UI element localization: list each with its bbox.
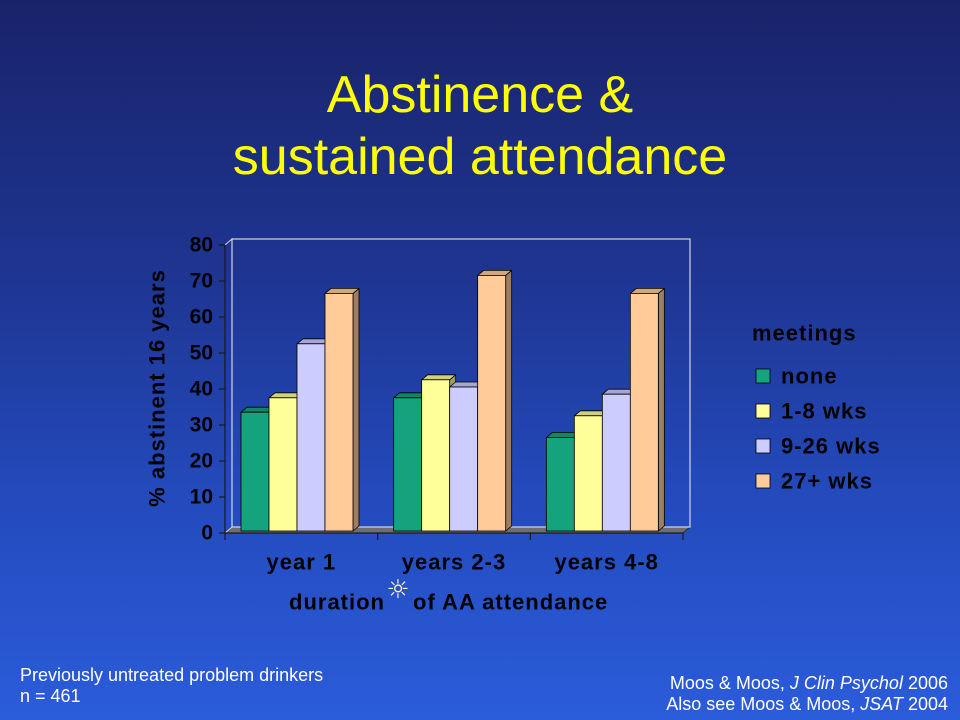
chart-side-wall xyxy=(224,237,233,535)
legend-label: 1-8 wks xyxy=(781,399,868,424)
x-axis-title-start: duration xyxy=(289,590,385,615)
bar-front-face xyxy=(449,386,479,532)
bar-side-face xyxy=(352,287,360,532)
bar-27-wks-years-4-8 xyxy=(629,287,665,532)
legend-label: 9-26 wks xyxy=(781,434,881,459)
y-tick-label: 10 xyxy=(190,486,213,509)
citation-journal: JSAT xyxy=(860,694,903,714)
citation-journal: J Clin Psychol xyxy=(789,673,903,693)
y-axis-title: % abstinent 16 years xyxy=(145,269,170,507)
title-line: Abstinence & xyxy=(326,66,634,124)
bar-front-face xyxy=(601,393,631,532)
bar-top-face xyxy=(421,374,457,381)
legend: meetings none 1-8 wks 9-26 wks 27+ wks xyxy=(752,321,881,494)
sample-description: Previously untreated problem drinkers xyxy=(20,665,324,685)
sun-icon: ☼ xyxy=(386,575,409,605)
x-category-label: year 1 xyxy=(267,550,337,575)
citation-authors: Moos & Moos, xyxy=(669,673,790,693)
bar-front-face xyxy=(545,436,575,532)
y-tick-label: 20 xyxy=(190,450,213,473)
y-tick-label: 80 xyxy=(190,234,213,257)
bar-front-face xyxy=(393,397,423,532)
legend-label: none xyxy=(781,364,838,389)
bar-front-face xyxy=(240,411,270,532)
bar-front-face xyxy=(421,379,451,532)
citations: Moos & Moos, J Clin Psychol 2006 Also se… xyxy=(666,673,948,715)
legend-label: 27+ wks xyxy=(781,469,873,494)
citation-year: 2006 xyxy=(902,673,948,693)
y-tick-label: 70 xyxy=(190,270,213,293)
bar-top-face xyxy=(324,287,360,294)
bar-front-face xyxy=(324,292,354,532)
bars xyxy=(240,269,665,532)
citation-line: Moos & Moos, J Clin Psychol 2006 xyxy=(666,673,948,694)
bar-27-wks-year-1 xyxy=(324,287,360,532)
legend-title: meetings xyxy=(752,321,857,346)
x-axis-title-end: of AA attendance xyxy=(413,590,608,615)
legend-swatch xyxy=(755,438,771,454)
y-axis: 0 10 20 30 40 50 60 70 80 xyxy=(190,234,226,545)
legend-swatch xyxy=(755,473,771,489)
bar-front-face xyxy=(573,415,603,532)
legend-item-none: none xyxy=(755,364,838,389)
legend-swatch xyxy=(755,403,771,419)
bar-front-face xyxy=(296,343,326,532)
citation-year: 2004 xyxy=(902,694,948,714)
legend-item-1-8-wks: 1-8 wks xyxy=(755,399,868,424)
y-tick-label: 0 xyxy=(201,522,213,545)
bar-front-face xyxy=(268,397,298,532)
x-axis: year 1 years 2-3 years 4-8 xyxy=(224,532,684,575)
bar-front-face xyxy=(477,274,507,532)
legend-item-27-wks: 27+ wks xyxy=(755,469,873,494)
citation-line: Also see Moos & Moos, JSAT 2004 xyxy=(666,694,948,715)
bar-front-face xyxy=(629,292,659,532)
citation-authors: Also see Moos & Moos, xyxy=(666,694,861,714)
y-tick-label: 60 xyxy=(190,306,213,329)
slide-title: Abstinence & sustained attendance xyxy=(0,64,960,188)
y-tick-label: 40 xyxy=(190,378,213,401)
y-tick-label: 30 xyxy=(190,414,213,437)
bar-side-face xyxy=(657,287,665,532)
x-category-label: years 4-8 xyxy=(554,550,658,575)
x-category-label: years 2-3 xyxy=(402,550,506,575)
legend-item-9-26-wks: 9-26 wks xyxy=(755,434,881,459)
bar-top-face xyxy=(629,287,665,294)
x-axis-title: duration ☼ of AA attendance xyxy=(289,575,608,615)
y-tick-label: 50 xyxy=(190,342,213,365)
bar-top-face xyxy=(477,269,513,276)
bar-side-face xyxy=(505,269,513,532)
sample-note: Previously untreated problem drinkers n … xyxy=(20,665,323,707)
sample-size: n = 461 xyxy=(20,686,81,706)
legend-swatch xyxy=(755,368,771,384)
bar-27-wks-years-2-3 xyxy=(477,269,513,532)
title-line: sustained attendance xyxy=(232,128,728,186)
